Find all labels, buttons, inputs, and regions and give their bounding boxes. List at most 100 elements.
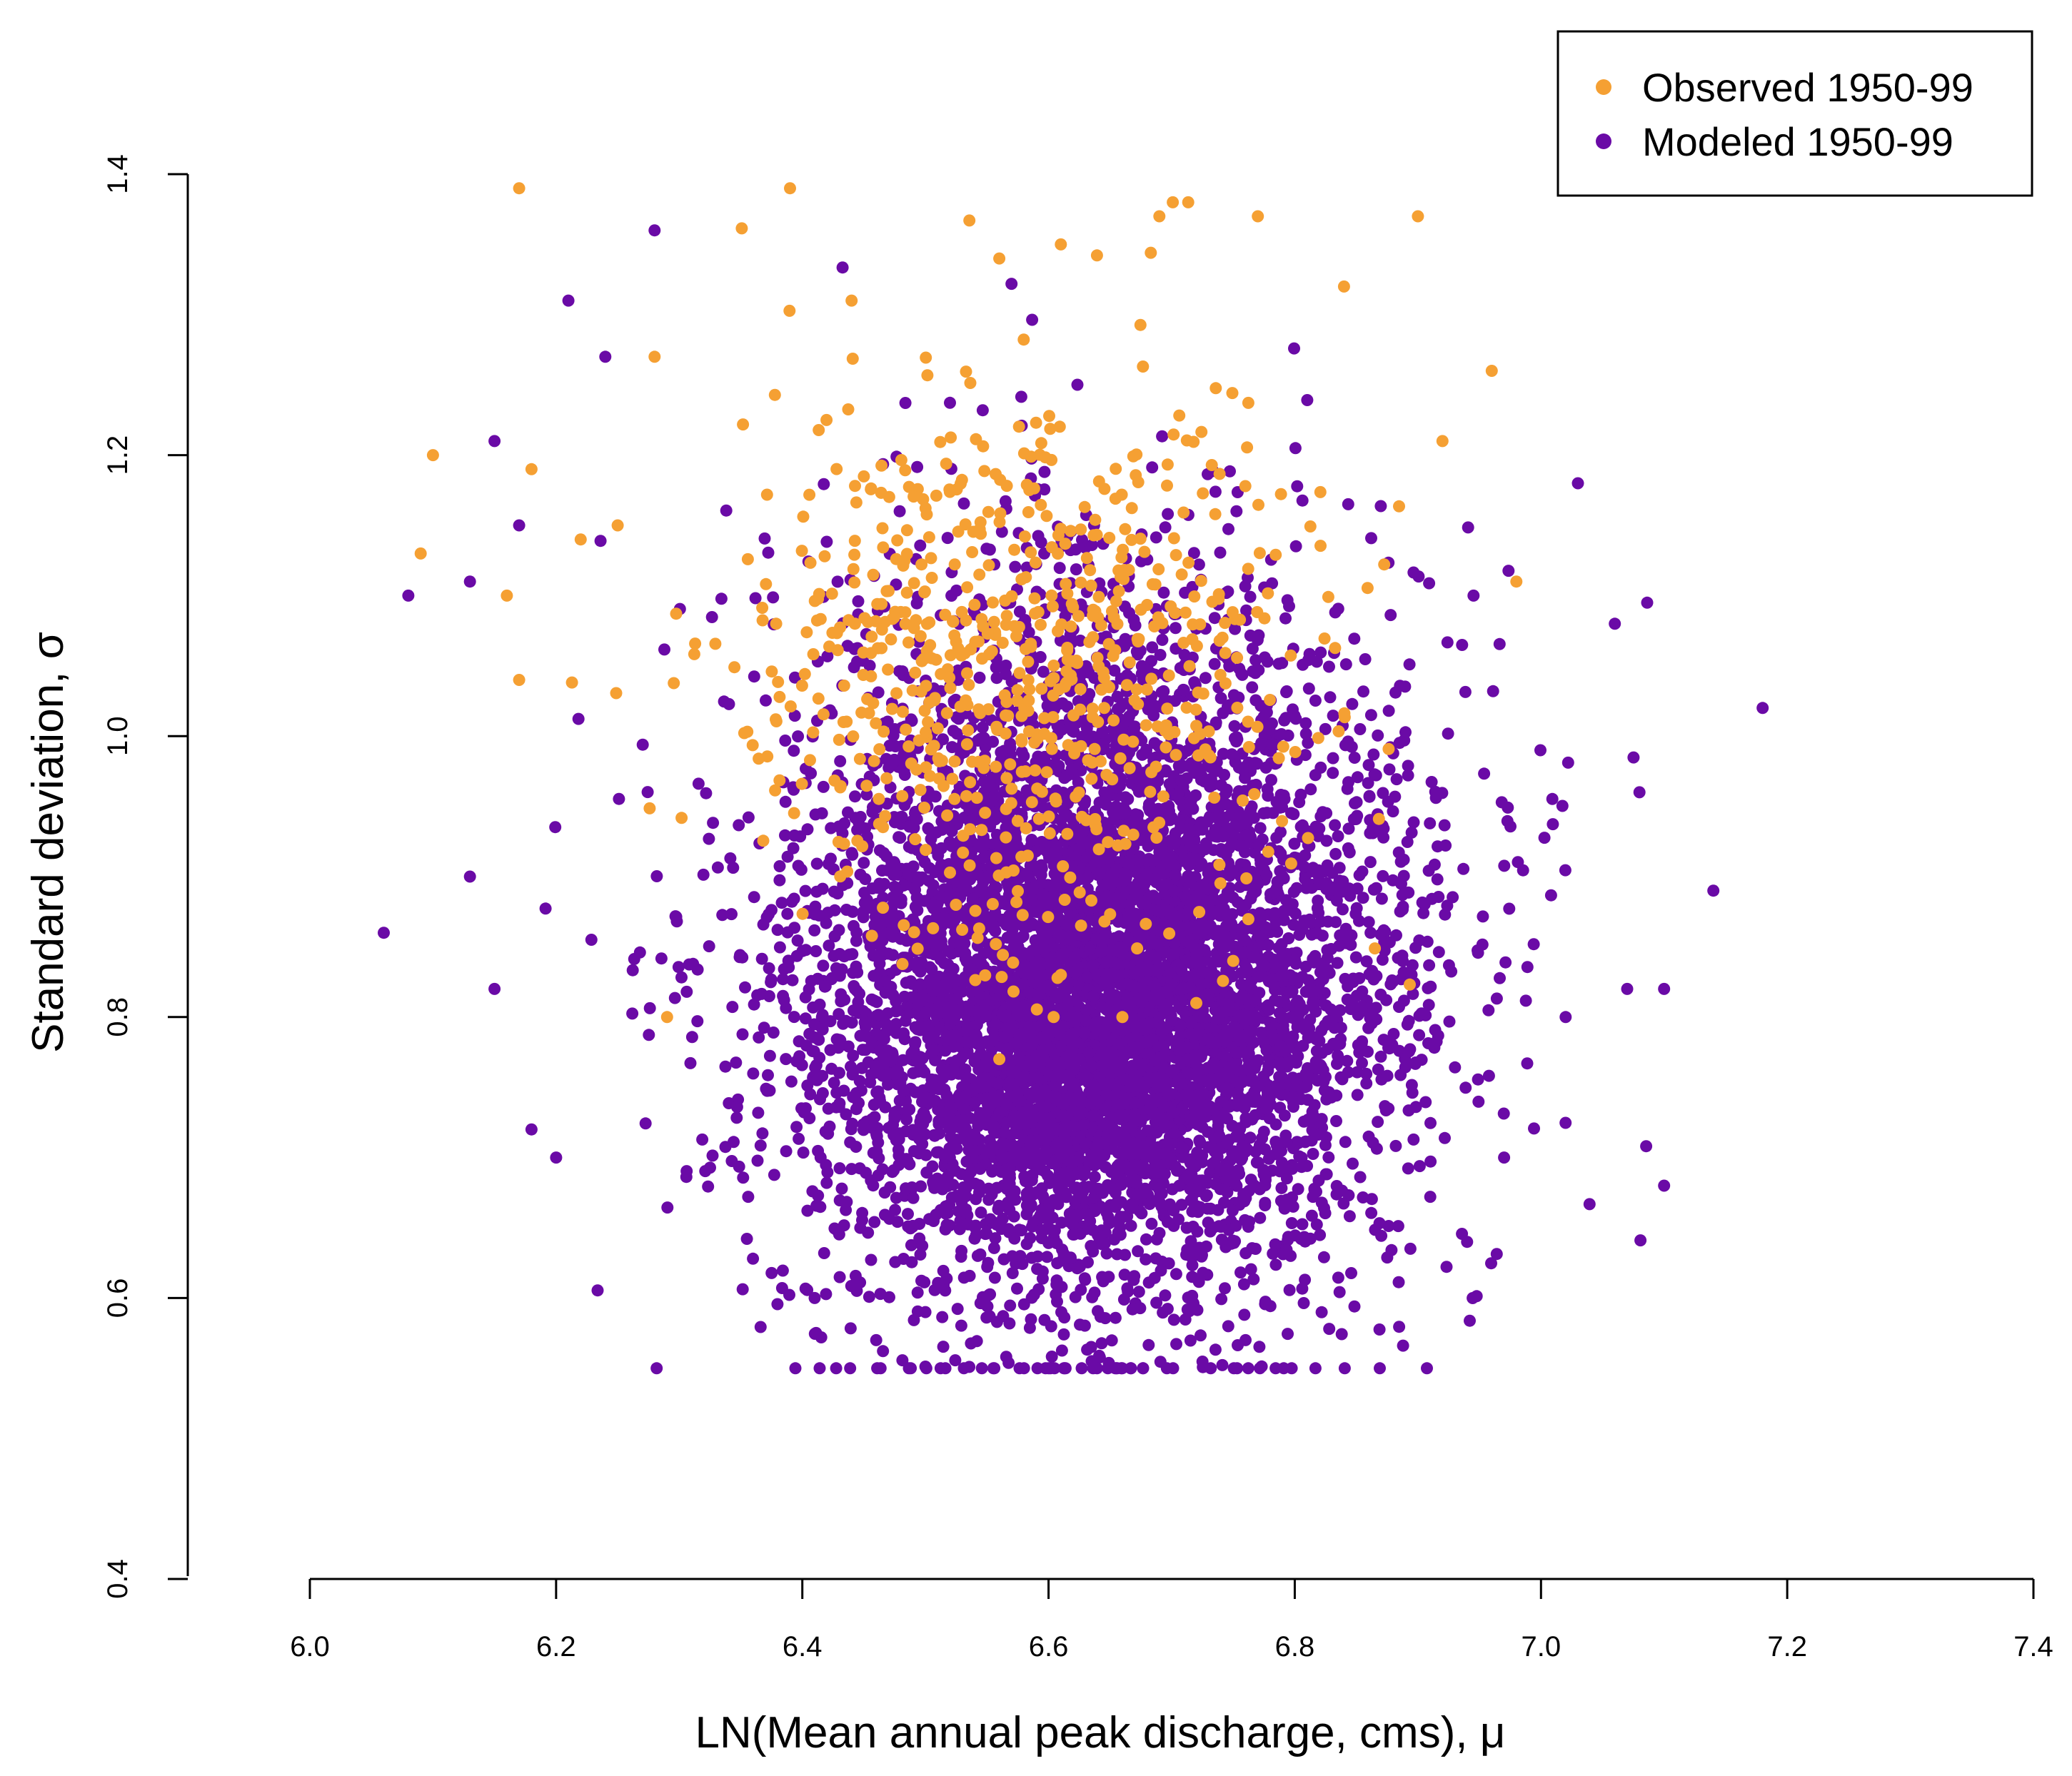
modeled-point [751,1154,764,1167]
modeled-point [1239,1008,1252,1021]
modeled-point [1088,672,1101,685]
modeled-point [1467,589,1480,602]
modeled-point [1160,1362,1173,1375]
modeled-point [1057,1328,1070,1341]
modeled-point [1087,1245,1100,1258]
modeled-point [704,1161,716,1174]
modeled-point [1315,1306,1328,1318]
modeled-point [900,1113,913,1126]
modeled-point [872,1152,885,1165]
modeled-point [672,961,685,974]
modeled-point [848,661,860,674]
modeled-point [981,1261,994,1273]
modeled-point [845,1123,858,1136]
modeled-point [925,832,937,845]
modeled-point [944,396,956,409]
modeled-point [1227,689,1240,702]
modeled-point [1025,1251,1038,1264]
modeled-point [965,987,978,999]
modeled-point [1362,759,1375,772]
modeled-point [1228,720,1241,732]
modeled-point [1180,1248,1192,1261]
modeled-point [1314,1228,1327,1241]
modeled-point [868,1216,881,1228]
modeled-point [1383,763,1396,776]
modeled-point [801,823,814,836]
modeled-point [1365,1206,1378,1219]
modeled-point [1363,789,1376,802]
modeled-point [965,1337,977,1350]
modeled-point [1184,1334,1197,1347]
modeled-point [1634,1234,1647,1247]
modeled-point [1310,1219,1323,1231]
modeled-point [1278,1012,1291,1025]
modeled-point [1302,737,1314,750]
modeled-point [1140,1253,1152,1266]
modeled-point [780,1145,793,1158]
modeled-point [1330,1180,1343,1192]
modeled-point [907,1066,920,1079]
modeled-point [1307,1148,1319,1160]
modeled-point [1419,1009,1432,1021]
modeled-point [883,1291,895,1303]
modeled-point [816,1087,829,1099]
modeled-point [1374,1362,1386,1375]
modeled-point [1342,776,1354,789]
modeled-point [1199,672,1212,685]
modeled-point [1538,832,1551,844]
modeled-point [1125,1219,1137,1232]
modeled-point [711,861,724,874]
modeled-point [1005,278,1018,291]
modeled-point [1329,819,1342,832]
modeled-point [675,971,688,984]
modeled-point [1009,560,1022,573]
modeled-point [650,1362,663,1375]
modeled-point [805,974,818,987]
modeled-point [905,1238,917,1251]
modeled-point [965,1166,977,1179]
modeled-point [754,1321,767,1333]
modeled-point [1285,1199,1298,1211]
modeled-point [1078,1319,1091,1332]
modeled-point [1442,959,1455,972]
modeled-point [742,1191,755,1204]
modeled-point [1319,722,1332,735]
modeled-point [692,777,705,790]
modeled-point [585,934,598,946]
modeled-point [1286,1162,1299,1175]
modeled-point [1561,756,1574,769]
modeled-point [1214,692,1227,705]
modeled-point [1353,869,1366,882]
modeled-point [1253,1341,1266,1353]
modeled-point [1167,1313,1180,1326]
modeled-point [1169,622,1182,635]
modeled-point [736,1028,749,1041]
modeled-point [1405,826,1418,839]
modeled-point [980,837,992,849]
modeled-point [828,949,840,962]
modeled-point [1367,748,1380,761]
modeled-point [799,991,812,1004]
modeled-point [1159,521,1172,534]
modeled-point [1170,1338,1182,1351]
modeled-point [643,1001,656,1014]
modeled-point [1109,1311,1122,1324]
modeled-point [1041,1251,1053,1263]
modeled-point [1215,1233,1228,1246]
modeled-point [955,1168,968,1181]
modeled-point [922,822,935,834]
modeled-point [1372,1063,1384,1076]
modeled-point [867,969,880,982]
modeled-point [788,710,801,722]
modeled-point [883,1212,896,1225]
modeled-point [1389,1139,1402,1152]
modeled-point [822,1127,835,1140]
modeled-point [887,729,900,742]
modeled-point [1457,862,1470,875]
modeled-point [1477,910,1489,923]
modeled-point [1111,892,1124,904]
modeled-point [1142,1338,1155,1351]
modeled-point [1382,1220,1395,1232]
modeled-point [1156,633,1169,646]
modeled-point [786,974,799,987]
